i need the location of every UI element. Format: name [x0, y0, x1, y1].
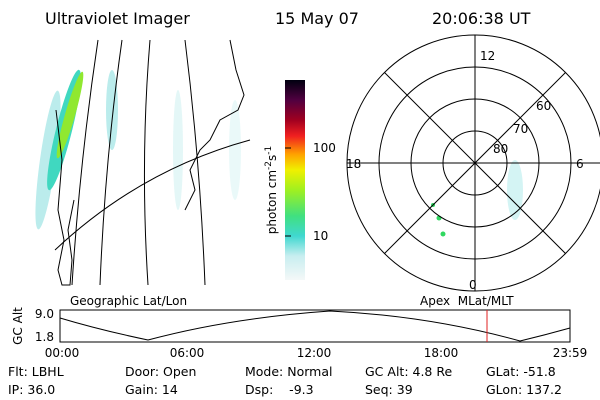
mlat-label: 60: [536, 99, 551, 113]
info-field: Flt: LBHL: [8, 364, 64, 379]
polar-grid: [346, 34, 600, 292]
unit-text: s: [265, 155, 279, 161]
alt-tick-label: 9.0: [35, 307, 54, 321]
aurora-core: [56, 71, 84, 159]
colorbar: [285, 80, 305, 280]
mlat-label: 70: [513, 122, 528, 136]
polar-type-label: Apex MLat/MLT: [420, 294, 514, 308]
info-field: GLat: -51.8: [486, 364, 556, 379]
alt-tick-label: 1.8: [35, 330, 54, 344]
mlt-label: 0: [469, 278, 477, 292]
colorbar-label: photon cm-2s-1: [264, 146, 279, 235]
time-tick-label: 00:00: [45, 346, 80, 360]
map-grid: [54, 39, 251, 286]
mlat-label: 80: [493, 142, 508, 156]
info-field: Mode: Normal: [245, 364, 332, 379]
mlt-label: 12: [480, 49, 495, 63]
time-tick-label: 06:00: [170, 346, 205, 360]
unit-text: photon cm: [265, 170, 279, 234]
mlt-label: 6: [576, 157, 584, 171]
polar-plot: 12 18 6 0 60 70 80: [346, 34, 600, 292]
mlt-label: 18: [346, 157, 361, 171]
info-field: Door: Open: [125, 364, 196, 379]
date: 15 May 07: [275, 9, 359, 28]
map-type-label: Geographic Lat/Lon: [70, 294, 187, 308]
time-tick-label: 12:00: [297, 346, 332, 360]
colorbar-tick-label: 10: [313, 229, 328, 243]
timeline-frame: [59, 309, 571, 343]
info-field: Gain: 14: [125, 382, 178, 397]
aurora-faint: [507, 160, 523, 220]
time-tick-label: 18:00: [424, 346, 459, 360]
info-field: Seq: 39: [365, 382, 413, 397]
altitude-curve: [59, 310, 571, 342]
info-field: GC Alt: 4.8 Re: [365, 364, 452, 379]
unit-exp: -2: [264, 161, 274, 170]
info-field: Dsp: -9.3: [245, 382, 314, 397]
info-field: GLon: 137.2: [486, 382, 562, 397]
colorbar-tick-label: 100: [313, 141, 336, 155]
aurora-faint: [35, 70, 241, 230]
alt-axis-label: GC Alt: [11, 307, 25, 345]
time-tick-label: 23:59: [553, 346, 588, 360]
title: Ultraviolet Imager: [45, 9, 190, 28]
map-image: [35, 39, 251, 286]
time: 20:06:38 UT: [432, 9, 531, 28]
unit-exp: -1: [264, 146, 274, 155]
info-field: IP: 36.0: [8, 382, 55, 397]
info-table: Flt: LBHL Door: Open Mode: Normal GC Alt…: [8, 364, 562, 397]
aurora-dots: [431, 203, 446, 237]
